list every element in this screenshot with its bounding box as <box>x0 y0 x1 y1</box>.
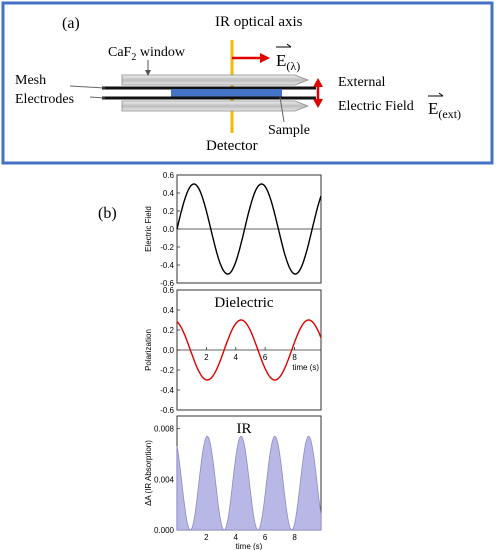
ir-absorption-chart: 0.008 0.004 0.000 2 4 6 8 time (s) ΔA (IR Absorp… <box>144 415 322 550</box>
y-tick-label: 0.4 <box>163 306 175 315</box>
detector-label: Detector <box>206 138 258 154</box>
y-tick-label: -0.6 <box>160 279 174 288</box>
x-axis-label: time (s) <box>236 542 263 550</box>
sample-pointer-line <box>279 96 285 123</box>
plot-title: IR <box>237 421 252 437</box>
y-tick-label: 0.008 <box>154 425 175 434</box>
caf2-window-bottom <box>121 100 310 112</box>
mesh-pointer-top <box>69 85 106 89</box>
x-tick-label: 4 <box>234 353 239 362</box>
electrode-cell-schematic: (a) IR optical axis CaF2 window Mesh Ele… <box>1 1 494 165</box>
x-tick-label: 6 <box>263 353 268 362</box>
mesh-pointer-bottom <box>89 96 106 99</box>
y-tick-label: -0.4 <box>160 386 174 395</box>
external-field-arrowhead-up <box>313 78 323 87</box>
line-series <box>176 319 322 381</box>
electric-field-chart: 0.6 0.4 0.2 0.0 -0.2 -0.4 -0.6 Electric Field <box>144 171 322 288</box>
mesh-label-line1: Mesh <box>15 73 46 88</box>
x-axis-label: time (s) <box>292 363 319 372</box>
y-tick-label: 0.2 <box>163 326 175 335</box>
plot-title: Dielectric <box>214 295 273 311</box>
y-axis-label: ΔA (IR Absorption) <box>144 440 153 506</box>
y-axis-label: Electric Field <box>144 206 153 252</box>
y-tick-label: 0.6 <box>163 286 175 295</box>
mesh-label-line2: Electrodes <box>15 92 74 107</box>
y-tick-label: 0.0 <box>163 346 175 355</box>
e-lambda-label: E(λ) <box>276 51 300 73</box>
sample-layer <box>171 89 282 97</box>
x-tick-label: 2 <box>204 533 209 542</box>
y-tick-label: 0.2 <box>163 207 175 216</box>
sample-label: Sample <box>268 123 310 138</box>
y-tick-label: 0.004 <box>154 475 175 484</box>
y-tick-label: 0.6 <box>163 171 175 180</box>
external-field-arrowhead-down <box>313 99 323 108</box>
y-tick-label: -0.4 <box>160 261 174 270</box>
e-lambda-arrowhead <box>260 53 270 63</box>
y-axis-label: Polarization <box>144 329 153 371</box>
y-tick-label: 0.000 <box>154 526 175 535</box>
ir-axis-label: IR optical axis <box>215 14 303 30</box>
caf2-pointer-arrowhead <box>145 70 151 76</box>
x-tick-label: 6 <box>263 533 268 542</box>
y-tick-label: 0.4 <box>163 189 175 198</box>
panel-b-label: (b) <box>98 205 117 222</box>
x-tick-label: 8 <box>292 353 297 362</box>
panel-a-label: (a) <box>62 15 80 32</box>
caf2-window-top <box>121 74 310 86</box>
y-tick-label: -0.2 <box>160 366 174 375</box>
x-tick-label: 2 <box>204 353 209 362</box>
y-tick-label: -0.6 <box>160 406 174 415</box>
external-label-line1: External <box>338 75 386 90</box>
x-tick-label: 8 <box>292 533 297 542</box>
external-label-line2: Electric Field <box>338 99 414 114</box>
caf2-window-label: CaF2 window <box>108 45 186 63</box>
area-series <box>176 435 322 531</box>
y-tick-label: -0.2 <box>160 243 174 252</box>
line-series <box>176 183 322 275</box>
x-tick-label: 4 <box>234 533 239 542</box>
e-ext-label: E(ext) <box>428 99 461 121</box>
y-tick-label: 0.0 <box>163 225 175 234</box>
